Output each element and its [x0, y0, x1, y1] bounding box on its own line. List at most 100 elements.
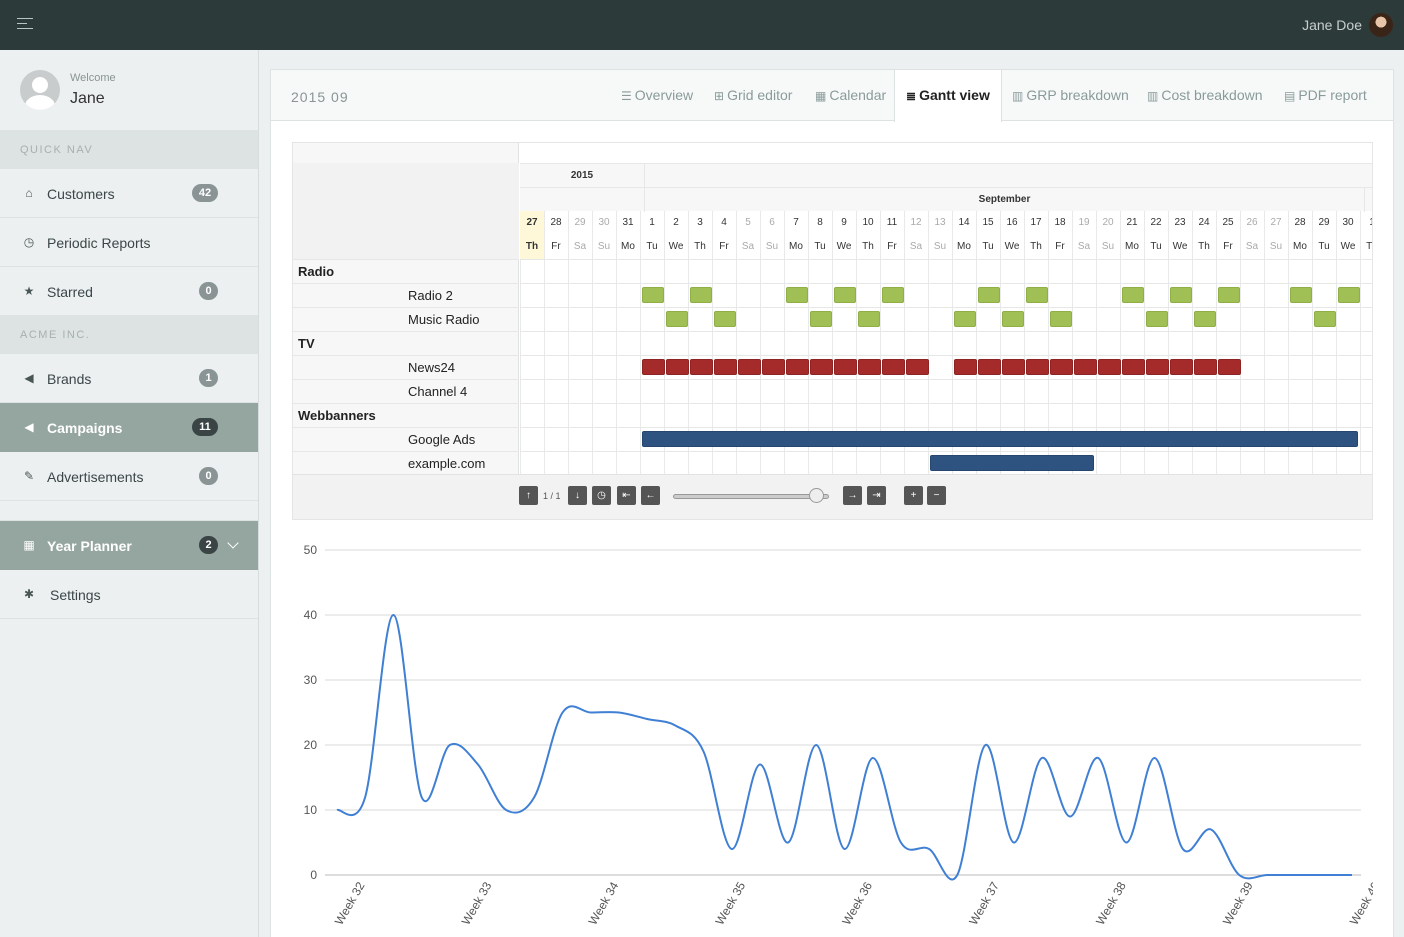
- sidebar-item-advertisements[interactable]: ✎ Advertisements 0: [0, 452, 258, 501]
- gantt-spot[interactable]: [1218, 287, 1240, 303]
- gantt-spot[interactable]: [642, 359, 665, 375]
- sidebar-item-brands[interactable]: ◀ Brands 1: [0, 354, 258, 403]
- gantt-day-column: [880, 211, 904, 474]
- gantt-row-label[interactable]: Music Radio: [293, 307, 519, 331]
- gantt-row-label[interactable]: Radio 2: [293, 283, 519, 307]
- gantt-spot[interactable]: [858, 311, 880, 327]
- sidebar-item-campaigns[interactable]: ◀ Campaigns 11: [0, 403, 258, 452]
- zoom-out-button[interactable]: −: [927, 486, 946, 505]
- gantt-spot[interactable]: [690, 359, 713, 375]
- gantt-spot[interactable]: [1098, 359, 1121, 375]
- gantt-spot[interactable]: [762, 359, 785, 375]
- gantt-spot[interactable]: [1026, 287, 1048, 303]
- tab-calendar[interactable]: ▦ Calendar: [815, 87, 887, 103]
- gantt-spot[interactable]: [954, 311, 976, 327]
- gantt-day-name: Th: [694, 241, 706, 252]
- gantt-spot[interactable]: [858, 359, 881, 375]
- gantt-spot[interactable]: [1026, 359, 1049, 375]
- gantt-spot[interactable]: [714, 359, 737, 375]
- gantt-year-label: 2015: [570, 170, 594, 181]
- tab-pdf-report[interactable]: ▤ PDF report: [1284, 87, 1367, 103]
- gantt-day-number: 27: [520, 211, 544, 235]
- tab-cost-breakdown[interactable]: ▥ Cost breakdown: [1147, 87, 1263, 103]
- gantt-day-number: 24: [1198, 217, 1210, 228]
- zoom-slider[interactable]: [673, 494, 829, 499]
- gantt-day-grid[interactable]: 27 Th 28 Fr 29 Sa 30 Su 31 Mo 1 Tu 2 We 3 Th 4 Fr 5 Sa 6 Su 7 M…: [520, 211, 1372, 476]
- gantt-spot[interactable]: [1218, 359, 1241, 375]
- gantt-day-number: 4: [721, 217, 727, 228]
- gantt-spot[interactable]: [1170, 287, 1192, 303]
- gantt-spot[interactable]: [1002, 311, 1024, 327]
- gantt-flight-bar[interactable]: [930, 455, 1094, 471]
- user-avatar[interactable]: [1369, 13, 1393, 37]
- gantt-spot[interactable]: [882, 359, 905, 375]
- gantt-spot[interactable]: [1074, 359, 1097, 375]
- gantt-row-label[interactable]: News24: [293, 355, 519, 379]
- gantt-spot[interactable]: [1050, 359, 1073, 375]
- gantt-spot[interactable]: [1050, 311, 1072, 327]
- gantt-spot[interactable]: [642, 287, 664, 303]
- gantt-spot[interactable]: [666, 359, 689, 375]
- gantt-spot[interactable]: [834, 287, 856, 303]
- gantt-day-column: [568, 211, 592, 474]
- zoom-in-button[interactable]: +: [904, 486, 923, 505]
- gantt-spot[interactable]: [1290, 287, 1312, 303]
- gantt-spot[interactable]: [810, 359, 833, 375]
- gantt-spot[interactable]: [738, 359, 761, 375]
- gantt-day-name: Fr: [1223, 241, 1233, 252]
- gantt-row-label[interactable]: example.com: [293, 451, 519, 475]
- gantt-spot[interactable]: [1170, 359, 1193, 375]
- user-name[interactable]: Jane Doe: [1302, 17, 1362, 33]
- gantt-spot[interactable]: [810, 311, 832, 327]
- gantt-spot[interactable]: [714, 311, 736, 327]
- gantt-spot[interactable]: [666, 311, 688, 327]
- gantt-spot[interactable]: [690, 287, 712, 303]
- tab-gantt-view[interactable]: ≣ Gantt view: [894, 70, 1002, 122]
- gantt-day-number: 15: [982, 217, 994, 228]
- gantt-spot[interactable]: [1338, 287, 1360, 303]
- chevron-down-icon[interactable]: [227, 537, 239, 549]
- scroll-right-button[interactable]: →: [843, 486, 862, 505]
- sidebar-item-year-planner[interactable]: ▦ Year Planner 2: [0, 521, 258, 570]
- scroll-down-button[interactable]: ↓: [568, 486, 587, 505]
- go-to-start-button[interactable]: ⇤: [617, 486, 636, 505]
- gantt-day-name: Th: [520, 235, 544, 259]
- gantt-row-label[interactable]: Channel 4: [293, 379, 519, 403]
- gantt-day-name: Tu: [1318, 241, 1330, 252]
- gantt-timeline[interactable]: 2015 September 27 Th 28 Fr 29 Sa 30 Su 31 Mo 1 Tu 2 W…: [520, 143, 1372, 476]
- gantt-spot[interactable]: [786, 287, 808, 303]
- gantt-spot[interactable]: [834, 359, 857, 375]
- gantt-month-october: [1364, 188, 1372, 212]
- gantt-spot[interactable]: [786, 359, 809, 375]
- sidebar-item-customers[interactable]: ⌂ Customers 42: [0, 169, 258, 218]
- sidebar-item-periodic-reports[interactable]: ◷ Periodic Reports: [0, 218, 258, 267]
- gantt-spot[interactable]: [1122, 287, 1144, 303]
- gantt-spot[interactable]: [978, 287, 1000, 303]
- zoom-slider-handle[interactable]: [808, 488, 824, 503]
- gantt-day-column: [1000, 211, 1024, 474]
- sidebar-item-settings[interactable]: ✱ Settings: [0, 570, 258, 619]
- tab-grp-breakdown[interactable]: ▥ GRP breakdown: [1012, 87, 1129, 103]
- scroll-up-button[interactable]: ↑: [519, 486, 538, 505]
- gantt-spot[interactable]: [954, 359, 977, 375]
- gantt-spot[interactable]: [1146, 311, 1168, 327]
- gantt-spot[interactable]: [906, 359, 929, 375]
- gantt-spot[interactable]: [1122, 359, 1145, 375]
- go-to-now-button[interactable]: ◷: [592, 486, 611, 505]
- gantt-spot[interactable]: [1146, 359, 1169, 375]
- hamburger-menu-icon[interactable]: [17, 18, 33, 30]
- tab-overview[interactable]: ☰ Overview: [621, 87, 694, 103]
- gantt-spot[interactable]: [978, 359, 1001, 375]
- gantt-spot[interactable]: [1194, 359, 1217, 375]
- go-to-end-button[interactable]: ⇥: [867, 486, 886, 505]
- tab-grid-editor[interactable]: ⊞ Grid editor: [714, 87, 793, 103]
- scroll-left-button[interactable]: ←: [641, 486, 660, 505]
- sidebar-item-starred[interactable]: ★ Starred 0: [0, 267, 258, 316]
- gantt-spot[interactable]: [1314, 311, 1336, 327]
- gantt-flight-bar[interactable]: [642, 431, 1358, 447]
- gantt-spot[interactable]: [882, 287, 904, 303]
- gantt-spot[interactable]: [1194, 311, 1216, 327]
- top-bar: Jane Doe: [0, 0, 1404, 50]
- gantt-spot[interactable]: [1002, 359, 1025, 375]
- gantt-row-label[interactable]: Google Ads: [293, 427, 519, 451]
